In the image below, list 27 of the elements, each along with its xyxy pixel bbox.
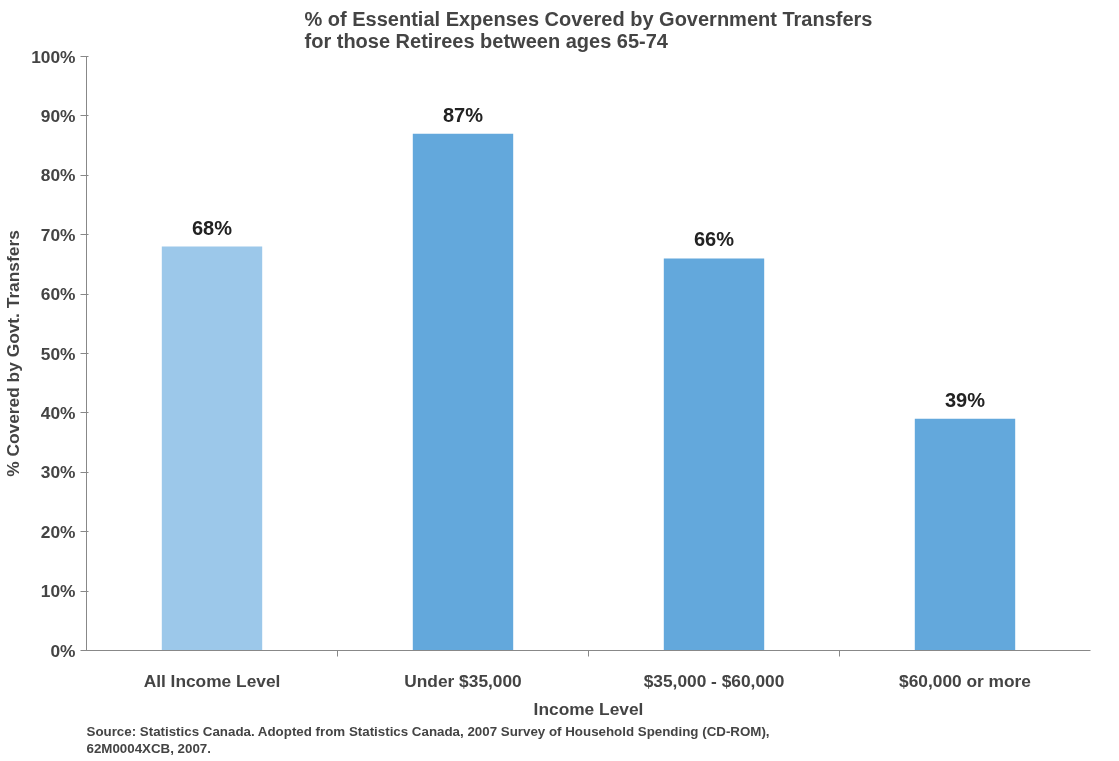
- bar: [161, 246, 263, 651]
- x-tick-label: $60,000 or more: [899, 670, 1032, 691]
- x-axis-title: Income Level: [533, 698, 644, 719]
- y-tick-label: 90%: [40, 105, 76, 126]
- y-axis-title: % Covered by Govt. Transfers: [3, 230, 24, 477]
- source-note: Source: Statistics Canada. Adopted from Statistics Canada, 2007 Survey of Household Spending (CD-ROM), 62M0004XCB, 2007.: [86, 723, 770, 756]
- y-tick-label: 50%: [40, 343, 76, 364]
- data-label: 39%: [944, 388, 986, 411]
- y-tick-label: 100%: [31, 46, 76, 67]
- y-tick-label: 80%: [40, 165, 76, 186]
- data-label: 87%: [442, 103, 484, 126]
- y-tick-label: 40%: [40, 402, 76, 423]
- x-tick-label: All Income Level: [143, 670, 281, 691]
- x-tick-label: Under $35,000: [404, 670, 522, 691]
- bar: [663, 258, 765, 651]
- y-tick-label: 60%: [40, 284, 76, 305]
- y-tick-label: 70%: [40, 224, 76, 245]
- bar: [914, 418, 1016, 651]
- data-label: 66%: [693, 228, 735, 251]
- chart-title: % of Essential Expenses Covered by Government Transfers for those Retirees between ages 65-74: [304, 7, 873, 52]
- bar: [412, 133, 514, 651]
- y-tick-label: 10%: [40, 581, 76, 602]
- y-tick-label: 30%: [40, 462, 76, 483]
- y-tick-label: 20%: [40, 521, 76, 542]
- data-label: 68%: [191, 216, 233, 239]
- x-tick-label: $35,000 - $60,000: [643, 670, 785, 691]
- y-tick-label: 0%: [50, 640, 76, 661]
